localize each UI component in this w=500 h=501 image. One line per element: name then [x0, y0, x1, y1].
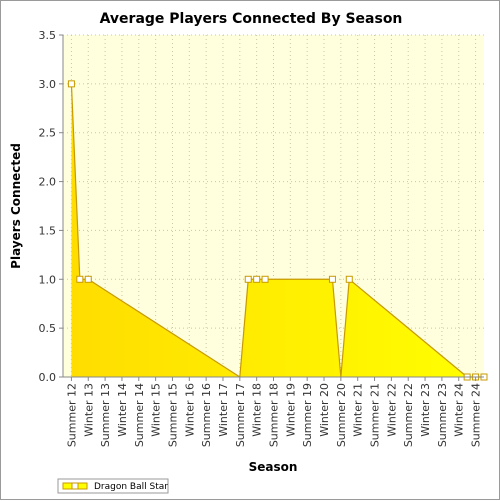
- data-point-marker: [261, 275, 269, 283]
- y-tick-label: 0.0: [39, 371, 57, 384]
- x-tick-label: Summer 16: [200, 383, 213, 447]
- x-tick-label: Summer 20: [335, 383, 348, 447]
- x-tick-label: Winter 17: [217, 383, 230, 437]
- x-tick-label: Winter 23: [419, 383, 432, 437]
- x-tick-label: Winter 16: [183, 383, 196, 437]
- x-axis-ticks: Summer 12 Winter 13 Summer 13 Winter 14 Summ…: [65, 377, 483, 447]
- x-tick-label: Summer 13: [99, 383, 112, 447]
- x-tick-label: Summer 17: [234, 383, 247, 447]
- x-tick-label: Winter 15: [150, 383, 163, 437]
- data-point-marker: [76, 275, 84, 283]
- data-point-marker: [67, 80, 75, 88]
- data-point-marker: [345, 275, 353, 283]
- x-tick-label: Summer 23: [436, 383, 449, 447]
- y-tick-label: 1.0: [39, 273, 57, 286]
- data-point-marker: [328, 275, 336, 283]
- data-point-marker: [84, 275, 92, 283]
- x-tick-label: Summer 19: [301, 383, 314, 447]
- y-axis-label: Players Connected: [9, 143, 23, 269]
- x-tick-label: Winter 13: [82, 383, 95, 437]
- legend-label: Dragon Ball Star: [94, 482, 168, 492]
- x-tick-label: Summer 18: [268, 383, 281, 447]
- x-tick-label: Winter 20: [318, 383, 331, 437]
- x-tick-label: Summer 15: [166, 383, 179, 447]
- x-tick-label: Winter 14: [116, 383, 129, 437]
- y-tick-label: 2.0: [39, 176, 57, 189]
- x-tick-label: Winter 19: [284, 383, 297, 437]
- legend: Dragon Ball Star: [57, 478, 169, 494]
- x-tick-label: Summer 14: [133, 383, 146, 447]
- chart-title: Average Players Connected By Season: [100, 11, 403, 27]
- data-point-marker: [253, 275, 261, 283]
- x-tick-label: Winter 24: [453, 383, 466, 437]
- x-tick-label: Summer 21: [369, 383, 382, 447]
- legend-marker: [71, 482, 79, 490]
- y-tick-label: 2.5: [39, 127, 57, 140]
- y-axis-ticks: 0.0 0.5 1.0 1.5 2.0 2.5 3.0 3.5: [39, 29, 63, 384]
- data-point-marker: [244, 275, 252, 283]
- y-tick-label: 1.5: [39, 224, 57, 237]
- y-tick-label: 0.5: [39, 322, 57, 335]
- x-tick-label: Summer 12: [65, 383, 78, 447]
- series-area-fill: [71, 83, 485, 377]
- x-tick-label: Winter 18: [251, 383, 264, 437]
- x-tick-label: Winter 21: [352, 383, 365, 437]
- y-tick-label: 3.5: [39, 29, 57, 42]
- x-tick-label: Summer 24: [470, 383, 483, 447]
- x-tick-label: Summer 22: [402, 383, 415, 447]
- x-tick-label: Winter 22: [385, 383, 398, 437]
- x-axis-label: Season: [249, 460, 298, 474]
- y-tick-label: 3.0: [39, 78, 57, 91]
